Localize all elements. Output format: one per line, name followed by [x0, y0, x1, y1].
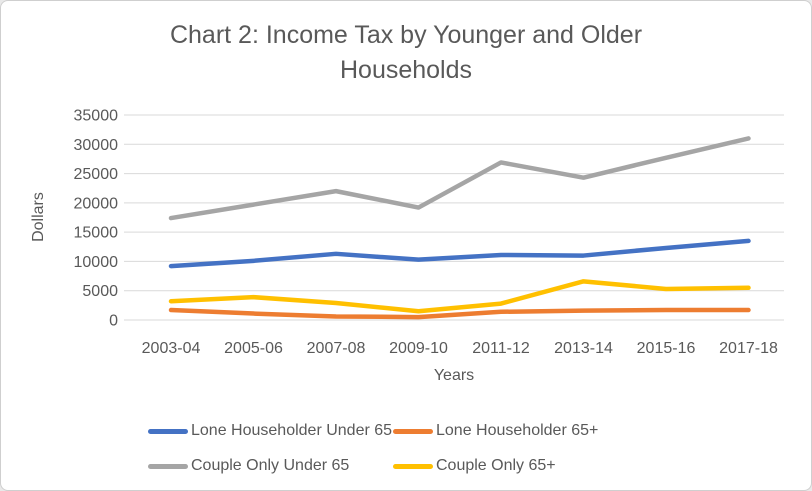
series-line-couple-only-65 [168, 279, 751, 314]
series-line-lone-householder-65 [168, 307, 751, 320]
chart-title: Chart 2: Income Tax by Younger and Older… [169, 21, 643, 84]
x-axis-title: Years [433, 367, 475, 384]
xtick-label-2005-06: 2005-06 [224, 340, 283, 357]
ytick-label-10000: 10000 [74, 254, 119, 271]
xtick-label-2017-18: 2017-18 [719, 340, 778, 357]
xtick-label-2015-16: 2015-16 [637, 340, 696, 357]
xtick-label-2007-08: 2007-08 [307, 340, 366, 357]
ytick-label-25000: 25000 [74, 166, 119, 183]
xtick-label-2003-04: 2003-04 [142, 340, 201, 357]
xtick-label-2013-14: 2013-14 [554, 340, 613, 357]
ytick-label-15000: 15000 [74, 225, 119, 242]
ytick-label-0: 0 [109, 313, 118, 330]
ytick-label-30000: 30000 [74, 137, 119, 154]
ytick-label-35000: 35000 [74, 108, 119, 125]
series-line-lone-householder-under-65 [168, 238, 751, 269]
xtick-label-2009-10: 2009-10 [389, 340, 448, 357]
series-line-couple-only-under-65 [168, 136, 751, 221]
ytick-label-5000: 5000 [82, 283, 118, 300]
xtick-label-2011-12: 2011-12 [472, 340, 530, 357]
ytick-label-20000: 20000 [74, 195, 119, 212]
